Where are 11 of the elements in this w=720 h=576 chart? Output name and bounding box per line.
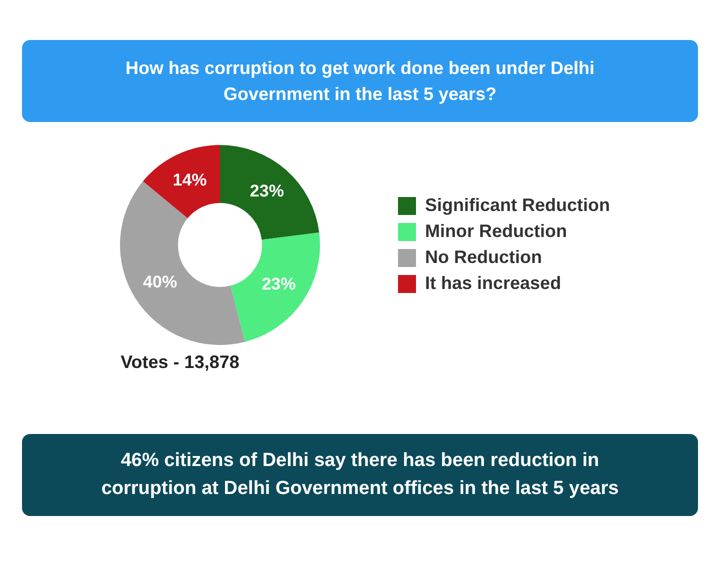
data-label: 14% [172, 170, 207, 190]
legend-label: Significant Reduction [425, 194, 610, 215]
legend-label: Minor Reduction [425, 220, 567, 241]
text: 46% citizens of Delhi say there has been reduction in corruption at Delhi Government offices in the last 5 years [22, 434, 698, 516]
legend-label: No Reduction [425, 246, 542, 267]
legend-label: It has increased [425, 272, 562, 293]
data-label: 40% [143, 272, 178, 292]
data-label: 23% [250, 181, 284, 200]
chart-title: How has corruption to get work done been under Delhi Government in the last 5 years? [22, 40, 698, 122]
text: Votes - 13,878 [120, 352, 240, 373]
data-label: 23% [262, 274, 296, 294]
